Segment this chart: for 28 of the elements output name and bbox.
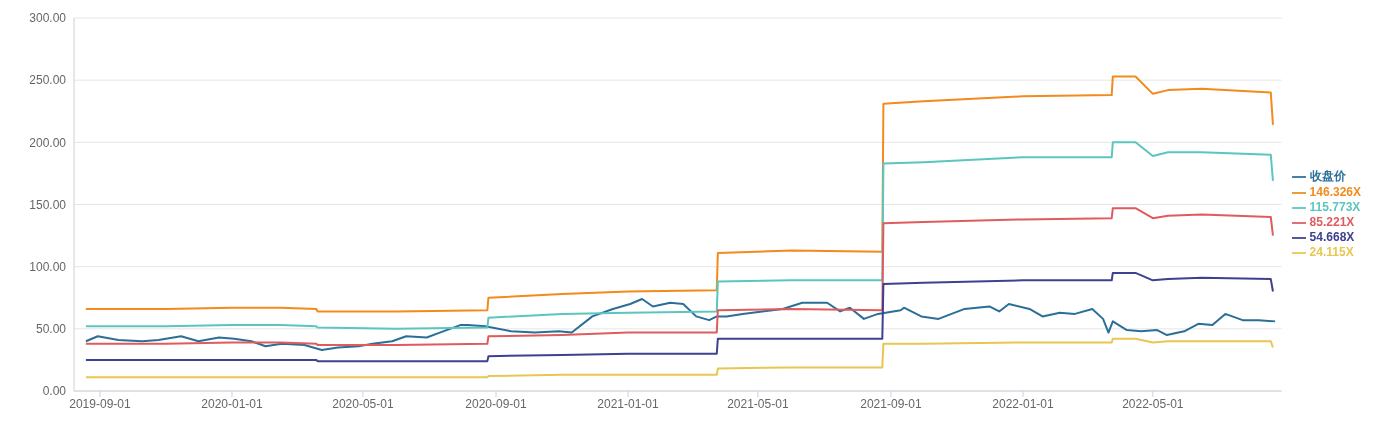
legend-label: 54.668X bbox=[1309, 229, 1355, 244]
y-tick-label: 50.00 bbox=[35, 322, 67, 337]
x-tick-label: 2021-01-01 bbox=[597, 396, 660, 411]
y-tick-label: 250.00 bbox=[29, 73, 67, 88]
x-tick-label: 2020-05-01 bbox=[332, 396, 394, 411]
y-tick-label: 150.00 bbox=[29, 197, 67, 212]
line-series bbox=[84, 297, 1277, 351]
line-series bbox=[84, 75, 1274, 313]
x-tick-label: 2020-01-01 bbox=[201, 396, 263, 411]
y-tick-label: 200.00 bbox=[29, 135, 67, 150]
line-series bbox=[84, 141, 1274, 330]
legend-label: 24.115X bbox=[1309, 244, 1354, 259]
x-tick-label: 2020-09-01 bbox=[465, 396, 528, 411]
x-tick-label: 2019-09-01 bbox=[69, 396, 131, 411]
legend-label: 收盘价 bbox=[1309, 169, 1346, 184]
x-tick-label: 2021-05-01 bbox=[727, 396, 789, 411]
x-tick-label: 2022-01-01 bbox=[992, 396, 1054, 411]
legend-label: 146.326X bbox=[1309, 185, 1361, 200]
y-tick-label: 100.00 bbox=[29, 259, 67, 274]
line-series bbox=[84, 271, 1274, 363]
line-series bbox=[84, 337, 1274, 379]
y-tick-label: 0.00 bbox=[42, 384, 67, 399]
x-tick-label: 2021-09-01 bbox=[860, 396, 922, 411]
legend-label: 85.221X bbox=[1309, 215, 1355, 230]
x-tick-label: 2022-05-01 bbox=[1122, 396, 1184, 411]
legend-label: 115.773X bbox=[1309, 200, 1361, 215]
line-series bbox=[84, 207, 1274, 346]
y-tick-label: 300.00 bbox=[29, 11, 67, 26]
